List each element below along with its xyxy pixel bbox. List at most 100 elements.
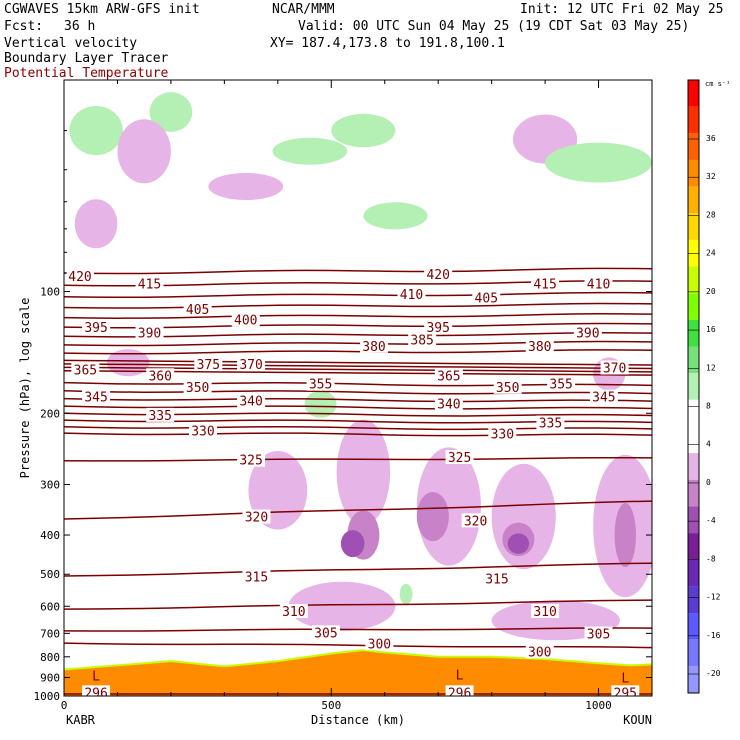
terrain-edge — [64, 649, 652, 671]
theta-label: 390 — [576, 326, 599, 341]
theta-label-bg — [472, 290, 501, 305]
colorbar-label: -20 — [706, 669, 721, 678]
colorbar-swatch — [688, 373, 699, 400]
theta-label-bg — [397, 286, 426, 301]
theta-label: 335 — [148, 409, 171, 424]
y-tick-label: 800 — [40, 651, 60, 664]
theta-label-bg — [237, 452, 266, 467]
theta-label: 320 — [464, 514, 487, 529]
theta-label: 410 — [400, 288, 423, 303]
theta-label: 320 — [245, 510, 268, 525]
low-marker: L — [621, 671, 629, 686]
x-tick-label: 0 — [61, 699, 68, 712]
theta-label-bg — [71, 362, 100, 377]
x-axis-label: Distance (km) — [311, 713, 405, 727]
valid-time: Valid: 00 UTC Sun 04 May 25 (19 CDT Sat … — [298, 19, 690, 34]
colorbar-swatch — [688, 479, 699, 507]
theta-label-bg — [279, 604, 308, 619]
theta-label: 305 — [314, 626, 337, 641]
theta-label-bg — [573, 325, 602, 340]
velocity-region — [272, 137, 348, 165]
theta-contour-line — [64, 599, 652, 610]
theta-label: 405 — [186, 303, 209, 318]
theta-label-bg — [424, 319, 453, 334]
colorbar-swatch — [688, 639, 699, 667]
theta-label-bg — [82, 319, 111, 334]
model-title: CGWAVES 15km ARW-GFS init — [4, 2, 200, 17]
theta-label-bg — [434, 368, 463, 383]
low-marker: L — [456, 669, 464, 684]
theta-label: 370 — [603, 361, 626, 376]
velocity-region — [288, 581, 396, 631]
y-tick-label: 400 — [40, 529, 60, 542]
velocity-region — [614, 503, 636, 568]
colorbar-label: -16 — [706, 631, 721, 640]
theta-label: 365 — [437, 369, 460, 384]
theta-contour-line — [64, 359, 652, 366]
colorbar-label: 28 — [706, 210, 716, 219]
theta-label: 295 — [614, 686, 637, 701]
velocity-region — [416, 491, 449, 542]
colorbar-swatch — [688, 559, 699, 587]
theta-label: 410 — [587, 277, 610, 292]
velocity-region — [507, 533, 530, 554]
theta-label: 370 — [239, 358, 262, 373]
theta-label: 350 — [186, 381, 209, 396]
velocity-region — [545, 142, 652, 183]
theta-label-bg — [584, 626, 613, 641]
theta-contour-line — [64, 390, 652, 395]
colorbar-swatch — [688, 106, 699, 134]
theta-contour-line — [64, 363, 652, 370]
theta-label-bg — [183, 379, 212, 394]
theta-contour-line — [64, 642, 652, 649]
theta-label-bg — [135, 325, 164, 340]
terrain-fill — [64, 649, 652, 696]
colorbar-swatch — [688, 159, 699, 187]
velocity-region — [399, 583, 413, 605]
theta-contour-line — [64, 302, 652, 309]
terrain-area — [64, 650, 652, 696]
theta-label-bg — [237, 393, 266, 408]
colorbar-swatch — [688, 266, 699, 294]
theta-contour-line — [64, 405, 652, 410]
theta-label-bg — [82, 685, 111, 696]
theta-label: 340 — [437, 397, 460, 412]
velocity-region — [336, 419, 391, 526]
y-tick-label: 300 — [40, 478, 60, 491]
theta-label-bg — [360, 338, 389, 353]
theta-label: 315 — [485, 572, 508, 587]
colorbar-swatch — [688, 586, 699, 614]
colorbar-swatch — [688, 533, 699, 560]
xsect-endpoints: XY= 187.4,173.8 to 191.8,100.1 — [270, 36, 505, 51]
colorbar-swatch — [688, 239, 699, 267]
vertical-velocity-shading — [69, 92, 652, 641]
theta-contour-line — [64, 366, 652, 373]
theta-label: 345 — [592, 391, 615, 406]
velocity-region — [117, 119, 171, 184]
theta-label-bg — [445, 450, 474, 465]
right-endpoint-label: KOUN — [623, 713, 652, 727]
theta-label: 415 — [533, 277, 556, 292]
colorbar-swatch — [688, 453, 699, 480]
theta-label-bg — [531, 276, 560, 291]
theta-label-bg — [600, 360, 629, 375]
colorbar-label: 16 — [706, 325, 716, 334]
theta-label: 325 — [239, 454, 262, 469]
theta-label-bg — [531, 604, 560, 619]
theta-label: 385 — [410, 333, 433, 348]
theta-contour-line — [64, 340, 652, 347]
theta-label-bg — [445, 685, 474, 696]
colorbar-label: -8 — [706, 554, 716, 563]
theta-label: 380 — [362, 340, 385, 355]
org-title: NCAR/MMM — [272, 2, 335, 17]
velocity-region — [363, 202, 428, 230]
velocity-region — [149, 92, 193, 132]
theta-label-bg — [488, 426, 517, 441]
theta-label-bg — [66, 268, 95, 283]
theta-label: 390 — [138, 326, 161, 341]
colorbar-label: 20 — [706, 287, 716, 296]
velocity-region — [74, 199, 118, 249]
colorbar-swatch — [688, 426, 699, 454]
colorbar-swatch — [688, 319, 699, 347]
